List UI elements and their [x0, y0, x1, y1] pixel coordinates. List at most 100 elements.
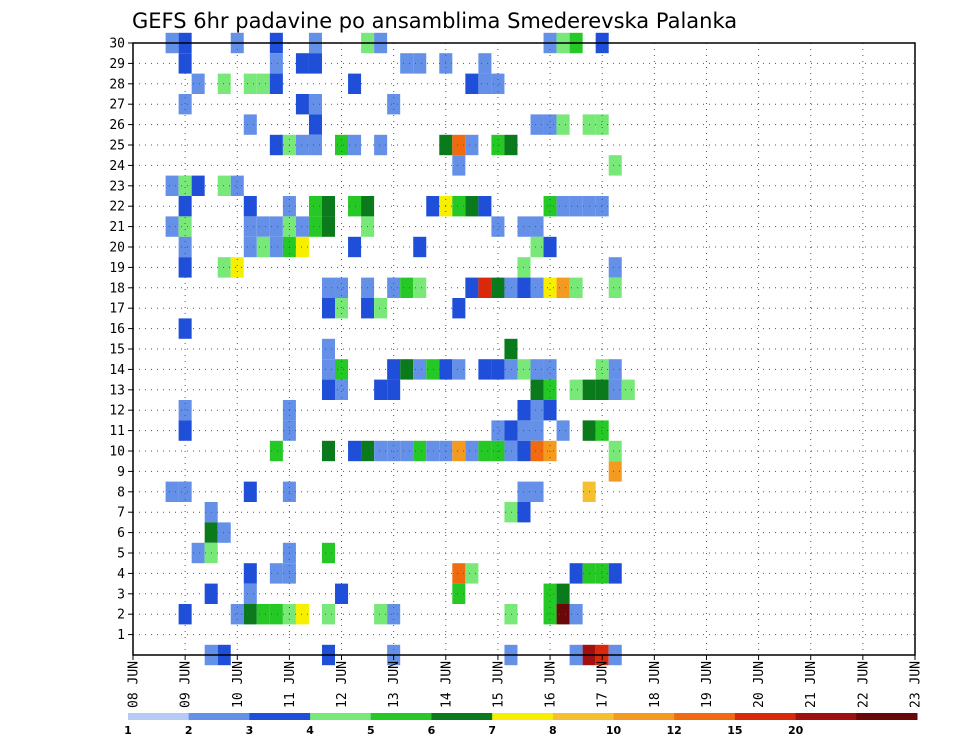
precip-cell	[178, 196, 192, 217]
precip-cell	[230, 604, 244, 625]
precip-cell	[387, 359, 401, 380]
precip-cell	[178, 420, 192, 441]
precip-cell	[191, 73, 205, 94]
precip-cell	[321, 542, 336, 564]
precip-cell	[543, 583, 557, 604]
x-tick-label: 21 JUN	[804, 661, 819, 708]
x-tick-label: 10 JUN	[231, 661, 246, 708]
precip-cell	[308, 216, 322, 237]
precip-cell	[243, 114, 257, 135]
precip-cell	[295, 134, 309, 156]
legend-level-label: 7	[488, 724, 496, 737]
x-tick-label: 20 JUN	[752, 661, 767, 708]
precip-cell	[374, 440, 388, 462]
precip-cell	[321, 338, 336, 360]
precip-cell	[595, 563, 609, 584]
precip-cell	[595, 196, 609, 217]
precip-cell	[243, 481, 257, 502]
precip-cell	[335, 277, 349, 298]
legend-swatch	[249, 713, 311, 720]
legend-swatch	[128, 713, 190, 720]
precip-cell	[230, 175, 244, 196]
precip-cell	[491, 73, 505, 94]
legend-level-label: 12	[667, 724, 682, 737]
precip-cell	[569, 563, 583, 584]
legend-swatch	[613, 713, 675, 720]
x-tick-label: 09 JUN	[179, 661, 194, 708]
precip-cell	[165, 481, 179, 502]
precip-cell	[478, 440, 492, 462]
x-axis-ticks: 08 JUN 09 JUN 10 JUN 11 JUN 12 JUN 13 JUN 14 J…	[127, 655, 924, 708]
precip-cell	[269, 53, 283, 74]
y-tick-label: 22	[109, 200, 125, 215]
precip-cell	[321, 604, 336, 625]
precip-cell	[543, 604, 557, 625]
precip-cell	[478, 73, 492, 94]
precip-cell	[621, 379, 635, 400]
precip-cell	[595, 114, 609, 135]
y-tick-label: 19	[109, 261, 125, 276]
precip-cell	[543, 277, 557, 298]
precip-cell	[491, 420, 505, 441]
precip-cell	[217, 73, 231, 94]
precip-cell	[256, 216, 270, 237]
precip-cell	[308, 53, 322, 74]
precip-cell	[478, 277, 492, 298]
x-tick-label: 23 JUN	[909, 661, 924, 708]
precip-cell	[321, 359, 336, 380]
precip-cell	[530, 440, 544, 462]
precip-cell	[504, 338, 518, 360]
y-tick-label: 28	[109, 77, 125, 92]
precip-cell	[452, 298, 466, 319]
x-tick-label: 15 JUN	[491, 661, 506, 708]
precip-cell	[387, 379, 401, 400]
legend-level-label: 4	[306, 724, 314, 737]
legend-level-label: 1	[124, 724, 132, 737]
legend-level-label: 5	[367, 724, 375, 737]
precip-cell	[217, 257, 231, 278]
precip-cell	[321, 379, 336, 400]
y-tick-label: 14	[109, 363, 125, 378]
precip-cell	[478, 53, 492, 74]
precip-cell	[478, 196, 492, 217]
precip-cell	[556, 114, 570, 135]
precip-cell	[243, 563, 257, 584]
y-tick-label: 24	[109, 159, 125, 174]
precip-cell	[178, 604, 192, 625]
precip-cell	[269, 563, 283, 584]
precip-cell	[504, 502, 518, 523]
precip-cell	[465, 440, 479, 462]
precip-cell	[295, 216, 309, 237]
precip-cell	[191, 542, 205, 564]
precip-cell	[491, 359, 505, 380]
y-tick-label: 25	[109, 139, 125, 154]
precip-cell	[321, 216, 336, 237]
precip-cell	[413, 359, 427, 380]
precip-cell	[308, 196, 322, 217]
precip-cell	[465, 134, 479, 156]
precip-cell	[387, 277, 401, 298]
precip-cell	[608, 277, 622, 298]
precip-cell	[348, 440, 362, 462]
y-tick-label: 12	[109, 404, 125, 419]
precip-cell	[269, 73, 283, 94]
precip-cell	[348, 73, 362, 94]
precip-cell	[256, 73, 270, 94]
precip-cell	[413, 440, 427, 462]
precip-cell	[178, 175, 192, 196]
precip-cell	[504, 440, 518, 462]
precip-cell	[608, 461, 622, 482]
legend-level-label: 6	[428, 724, 436, 737]
precip-cell	[608, 359, 622, 380]
precip-cell	[465, 196, 479, 217]
precip-cell	[243, 196, 257, 217]
y-tick-label: 15	[109, 343, 125, 358]
precip-cell	[335, 583, 349, 604]
precip-cell	[595, 420, 609, 441]
precip-cell	[426, 196, 440, 217]
precip-cell	[504, 277, 518, 298]
precip-cell	[452, 196, 466, 217]
precip-cell	[569, 196, 583, 217]
precip-cell	[178, 400, 192, 421]
precip-cell	[569, 604, 583, 625]
